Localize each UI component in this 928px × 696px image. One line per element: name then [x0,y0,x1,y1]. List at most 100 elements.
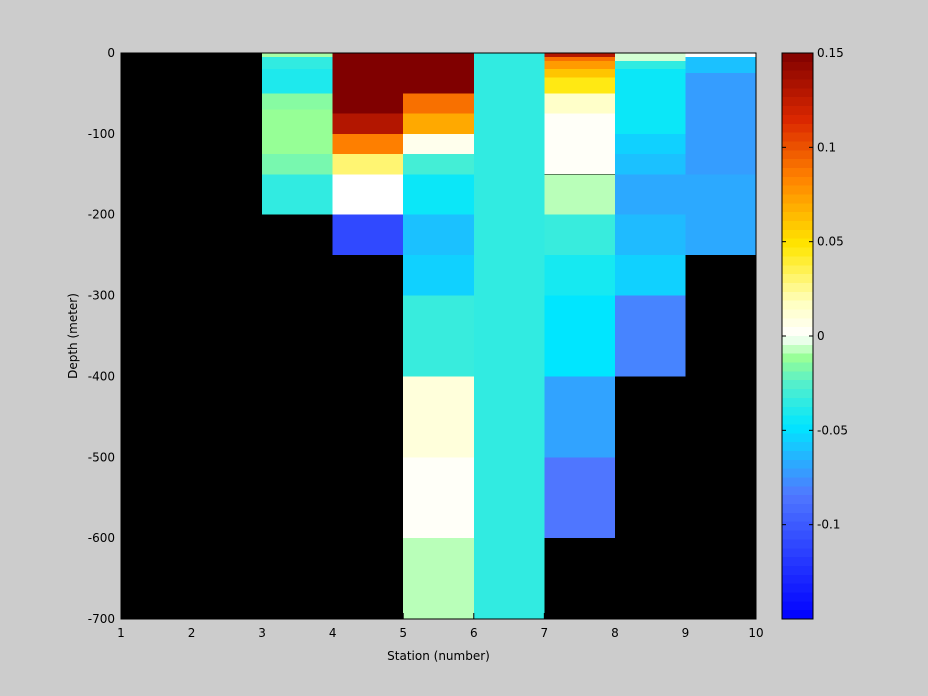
x-tick-label-0: 1 [117,626,125,640]
heatmap-cell-col1-row0 [332,53,404,114]
heatmap-cell-col4-row0 [544,53,615,57]
heatmap-cell-col4-row12 [544,457,615,539]
heatmap-cell-col2-row9 [403,376,474,458]
colorbar-band-6 [782,106,813,116]
colorbar-tick-label-1: 0.1 [817,140,836,154]
colorbar-band-7 [782,114,813,125]
colorbar-band-55 [782,539,813,549]
heatmap-cell-col2-row4 [403,154,474,175]
heatmap-cell-col4-row9 [544,255,615,296]
heatmap-cell-col1-row3 [332,154,404,175]
colorbar-ticks: 0.15 0.1 0.05 0 -0.05 -0.1 [782,46,848,532]
colorbar-band-61 [782,592,813,602]
heatmap-cell-col4-row1 [544,57,615,61]
colorbar-band-35 [782,362,813,372]
colorbar-band-53 [782,521,813,532]
heatmap-cell-col5-row3 [614,133,686,155]
colorbar-band-52 [782,512,813,523]
colorbar-band-51 [782,504,813,514]
colorbar-band-63 [782,610,813,620]
colorbar-tick-label-4: -0.05 [817,423,848,437]
x-tick-label-9: 10 [748,626,763,640]
colorbar-band-50 [782,495,813,505]
colorbar-band-25 [782,274,813,284]
colorbar-band-30 [782,318,813,328]
colorbar-band-14 [782,176,813,187]
colorbar-band-19 [782,221,813,231]
colorbar [781,52,814,620]
colorbar-band-4 [782,88,813,98]
colorbar-band-22 [782,247,813,257]
heatmap-cell-col0-row2 [262,69,333,94]
colorbar-band-20 [782,229,813,240]
heatmap-cell-col2-row11 [403,538,474,619]
y-tick-label-3: -300 [88,289,115,303]
heatmap-cell-col2-row3 [403,133,474,155]
colorbar-band-15 [782,185,813,196]
colorbar-band-27 [782,291,813,302]
heatmap-cell-col2-row7 [403,255,474,296]
colorbar-band-1 [782,61,813,72]
heatmap-cell-col5-row1 [614,61,686,70]
y-tick-label-2: -200 [88,208,115,222]
x-tick-label-1: 2 [188,626,196,640]
heatmap-cell-col6-row3 [685,174,756,256]
heatmap-cell-col0-row3 [262,93,333,110]
colorbar-band-2 [782,70,813,81]
heatmap-cell-col5-row5 [614,174,686,215]
y-tick-label-6: -600 [88,531,115,545]
colorbar-band-18 [782,212,813,222]
colorbar-band-16 [782,194,813,204]
heatmap-cell-col2-row1 [403,93,474,114]
colorbar-band-54 [782,530,813,540]
y-axis-ticks: 0 -100 -200 -300 -400 -500 -600 -700 [88,46,127,626]
colorbar-band-29 [782,309,813,319]
heatmap-cell-col5-row7 [614,255,686,296]
colorbar-band-43 [782,433,813,443]
colorbar-band-26 [782,282,813,293]
heatmap-cell-col0-row4 [262,109,333,155]
colorbar-band-58 [782,565,813,576]
colorbar-band-37 [782,380,813,390]
heatmap-cell-col0-row6 [262,174,333,215]
x-axis-ticks: 1 2 3 4 5 6 7 8 9 10 [117,613,764,640]
colorbar-band-45 [782,450,813,461]
colorbar-band-23 [782,256,813,266]
colorbar-tick-label-2: 0.05 [817,235,844,249]
colorbar-band-62 [782,601,813,611]
colorbar-band-40 [782,406,813,417]
heatmap-cell-col2-row10 [403,457,474,539]
heatmap-cell-col2-row2 [403,113,474,134]
colorbar-band-47 [782,468,813,479]
heatmap-cell-col6-row2 [685,73,756,175]
heatmap-cell-col4-row3 [544,69,615,78]
colorbar-band-21 [782,238,813,249]
x-axis-label: Station (number) [387,649,490,663]
y-tick-label-0: 0 [107,46,115,60]
colorbar-band-24 [782,265,813,275]
colorbar-band-39 [782,397,813,408]
heatmap-cell-col2-row6 [403,214,474,256]
heatmap-cell-col1-row4 [332,174,404,215]
colorbar-band-10 [782,141,813,151]
colorbar-band-0 [782,53,813,63]
x-tick-label-4: 5 [399,626,407,640]
colorbar-tick-label-0: 0.15 [817,46,844,60]
heatmap-cell-col2-row5 [403,174,474,215]
colorbar-band-28 [782,300,813,311]
colorbar-band-44 [782,442,813,452]
heatmap-cell-col4-row2 [544,61,615,70]
colorbar-band-46 [782,459,813,470]
colorbar-band-59 [782,574,813,585]
y-tick-label-1: -100 [88,127,115,141]
heatmap-cell-col0-row1 [262,57,333,70]
colorbar-band-31 [782,327,813,337]
colorbar-band-13 [782,167,813,178]
x-tick-label-8: 9 [682,626,690,640]
heatmap-cell-col2-row0 [403,53,474,94]
x-tick-label-5: 6 [470,626,478,640]
colorbar-band-5 [782,97,813,107]
colorbar-tick-label-5: -0.1 [817,518,840,532]
colorbar-tick-label-3: 0 [817,329,825,343]
colorbar-band-9 [782,132,813,143]
